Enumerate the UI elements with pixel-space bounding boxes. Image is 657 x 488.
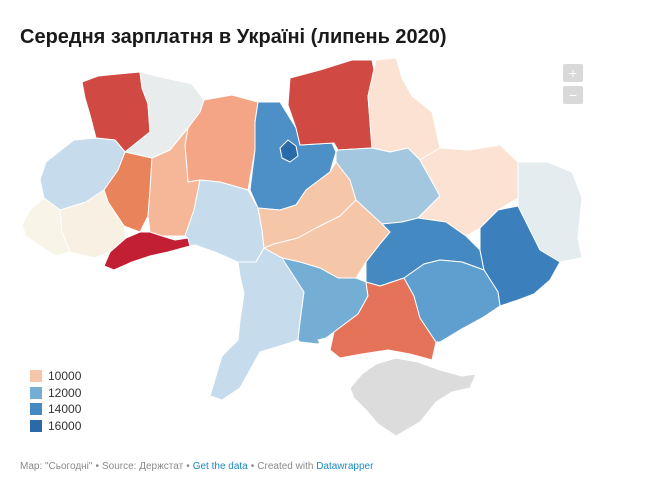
legend-swatch — [30, 386, 42, 399]
chart-title: Середня зарплатня в Україні (липень 2020… — [20, 26, 447, 48]
region-chernihiv[interactable] — [287, 59, 377, 151]
legend-label: 14000 — [48, 402, 82, 417]
sea-inlet — [317, 337, 331, 347]
legend: 10000 12000 14000 16000 — [30, 368, 81, 434]
legend-swatch — [30, 370, 42, 383]
legend-item: 12000 — [30, 385, 81, 402]
region-crimea[interactable] — [349, 357, 477, 437]
legend-label: 10000 — [48, 369, 82, 384]
separator: • — [95, 461, 99, 472]
legend-swatch — [30, 403, 42, 416]
separator: • — [250, 461, 255, 472]
legend-label: 16000 — [48, 418, 82, 433]
datawrapper-link[interactable]: Datawrapper — [316, 461, 374, 472]
region-sumy[interactable] — [367, 57, 441, 161]
zoom-out-button[interactable]: − — [563, 86, 583, 104]
legend-swatch — [30, 419, 42, 432]
legend-item: 14000 — [30, 401, 81, 418]
get-data-link[interactable]: Get the data — [192, 461, 248, 472]
region-kyiv-city[interactable] — [279, 139, 299, 163]
region-zaporizhzhia[interactable] — [403, 259, 501, 343]
map-credit: Map: "Сьогодні" — [20, 461, 93, 472]
legend-item: 10000 — [30, 368, 81, 385]
created-with-text: Created with — [257, 461, 314, 472]
zoom-in-button[interactable]: + — [563, 64, 583, 82]
footer-credits: Map: "Сьогодні" • Source: Держстат • Get the… — [20, 461, 373, 472]
legend-item: 16000 — [30, 418, 81, 435]
legend-label: 12000 — [48, 385, 82, 400]
source-credit: Source: Держстат — [101, 461, 184, 472]
separator: • — [186, 461, 190, 472]
